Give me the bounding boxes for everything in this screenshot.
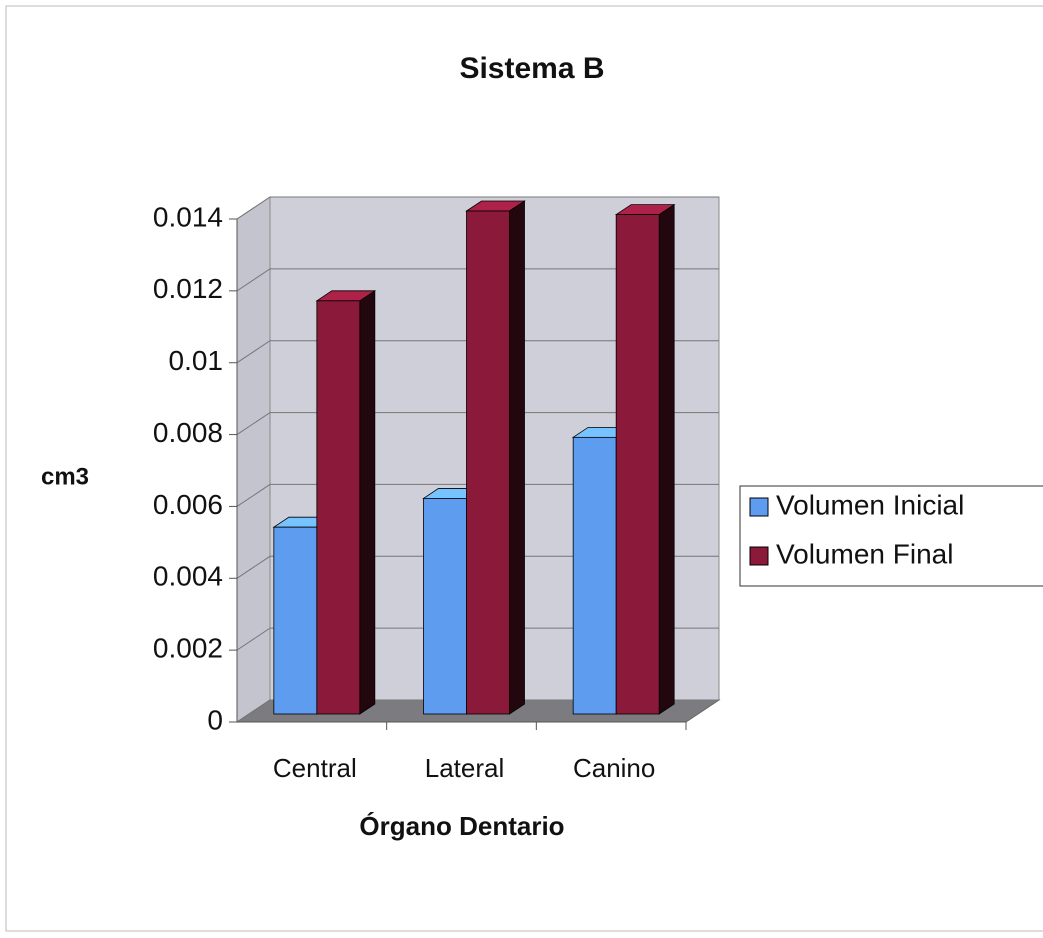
bar bbox=[466, 210, 510, 715]
bar-side bbox=[658, 203, 675, 715]
grid-line bbox=[236, 268, 719, 292]
grid-line bbox=[236, 483, 719, 507]
grid-line bbox=[236, 699, 719, 723]
legend-swatch bbox=[749, 497, 769, 517]
grid-line bbox=[236, 340, 719, 364]
y-tick-label: 0.004 bbox=[153, 561, 223, 592]
grid-line bbox=[236, 196, 719, 220]
y-tick-label: 0.012 bbox=[153, 273, 223, 304]
bar-side bbox=[509, 200, 525, 715]
x-tick-label: Central bbox=[273, 753, 357, 783]
bar-side bbox=[359, 290, 376, 715]
x-tick-label: Lateral bbox=[425, 753, 505, 783]
y-axis-label: cm3 bbox=[41, 463, 89, 490]
legend-label: Volumen Inicial bbox=[776, 489, 964, 520]
bar bbox=[273, 526, 318, 715]
chart-title: Sistema B bbox=[459, 52, 604, 85]
legend-swatch bbox=[749, 546, 769, 566]
y-tick-label: 0.002 bbox=[153, 633, 223, 664]
x-tick-label: Canino bbox=[573, 753, 655, 783]
side-wall bbox=[236, 196, 271, 723]
y-tick-label: 0.01 bbox=[169, 345, 224, 376]
bar bbox=[572, 436, 617, 715]
x-axis-label: Órgano Dentario bbox=[359, 811, 564, 841]
y-tick-label: 0 bbox=[207, 704, 223, 735]
bar bbox=[316, 300, 361, 715]
grid-line bbox=[236, 555, 719, 579]
bar bbox=[423, 498, 467, 715]
legend-box bbox=[739, 485, 1043, 587]
grid-line bbox=[236, 627, 719, 651]
grid-line bbox=[236, 412, 719, 435]
legend-label: Volumen Final bbox=[776, 538, 953, 569]
y-tick-label: 0.014 bbox=[153, 201, 223, 232]
y-tick-label: 0.008 bbox=[153, 417, 223, 448]
y-tick-label: 0.006 bbox=[153, 489, 223, 520]
bar bbox=[615, 214, 660, 715]
